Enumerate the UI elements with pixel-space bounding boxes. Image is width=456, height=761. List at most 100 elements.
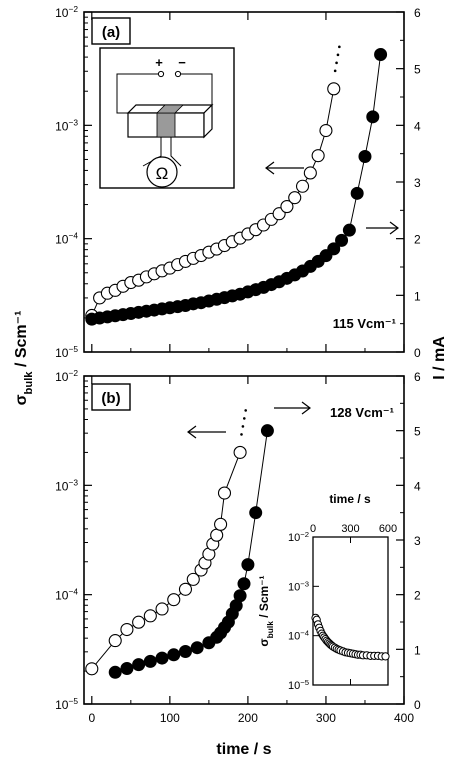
extrapolation-dot bbox=[333, 69, 337, 73]
panel-b-label-box bbox=[91, 383, 131, 411]
sample-electrode-band bbox=[156, 112, 176, 138]
right-tick-label: 2 bbox=[414, 589, 421, 603]
conductivity-point bbox=[108, 634, 122, 648]
right-tick-label: 3 bbox=[414, 534, 421, 548]
right-tick-label: 3 bbox=[414, 176, 421, 190]
right-tick-label: 2 bbox=[414, 233, 421, 247]
sample-electrode-band-top bbox=[156, 104, 184, 114]
ohmmeter-icon bbox=[146, 156, 178, 188]
inset-marks bbox=[311, 613, 390, 661]
current-point bbox=[358, 150, 372, 163]
right-tick-label: 4 bbox=[414, 119, 421, 133]
sample-side-face bbox=[203, 103, 213, 139]
conductivity-point bbox=[280, 200, 294, 214]
left-tick-label: 10−5 bbox=[55, 696, 78, 712]
inset-y-tick-label: 10−4 bbox=[288, 628, 310, 643]
inset-x-tick-label: 600 bbox=[379, 523, 397, 535]
circuit-plus-sign: + bbox=[155, 55, 163, 70]
panel-a-marks bbox=[85, 45, 388, 326]
extrapolation-dot bbox=[335, 61, 338, 65]
left-axis-arrow-icon bbox=[265, 161, 304, 175]
extrapolation-dot bbox=[241, 425, 245, 428]
panel-a-field-label: 115 Vcm⁻¹ bbox=[333, 316, 396, 331]
terminal-plus-icon bbox=[157, 70, 165, 78]
extrapolation-dot bbox=[240, 433, 243, 436]
conductivity-point bbox=[303, 166, 317, 180]
conductivity-point bbox=[319, 123, 333, 138]
x-tick-label: 0 bbox=[88, 711, 95, 725]
conductivity-point bbox=[217, 486, 232, 500]
circuit-diagram: + − Ω bbox=[99, 47, 235, 189]
conductivity-point bbox=[186, 572, 200, 586]
left-axis-arrow-icon bbox=[187, 425, 226, 439]
inset-frame bbox=[312, 536, 389, 686]
wire-left bbox=[116, 73, 158, 114]
right-tick-label: 1 bbox=[414, 643, 421, 657]
x-axis-title: time / s bbox=[216, 741, 271, 758]
extrapolation-dot bbox=[244, 409, 247, 412]
left-tick-label: 10−3 bbox=[55, 477, 78, 493]
inset-y-axis-title: σbulk / Scm⁻¹ bbox=[257, 575, 275, 646]
right-tick-label: 5 bbox=[414, 425, 421, 439]
conductivity-point bbox=[288, 191, 302, 205]
current-point bbox=[366, 110, 380, 124]
left-tick-label: 10−4 bbox=[55, 231, 78, 247]
probe-wire-left bbox=[142, 137, 162, 167]
inset-x-tick-label: 300 bbox=[341, 523, 359, 535]
conductivity-point bbox=[132, 615, 146, 629]
panel-a-label-box bbox=[91, 17, 131, 45]
current-point bbox=[108, 665, 122, 679]
current-point bbox=[327, 242, 341, 256]
inset-ticks: 10−5 10−4 10−3 10−2 0 300 600 bbox=[288, 523, 397, 692]
x-tick-label: 100 bbox=[160, 711, 180, 725]
panel-a-ticks: 10−5 10−4 10−3 10−2 0 1 2 3 4 5 6 bbox=[55, 4, 421, 360]
inset-x-tick-label: 0 bbox=[310, 523, 316, 535]
circuit-minus-sign: − bbox=[178, 55, 186, 70]
current-point bbox=[233, 589, 247, 603]
left-tick-label: 10−2 bbox=[55, 368, 78, 384]
left-tick-label: 10−2 bbox=[55, 4, 78, 20]
inset-x-axis-title: time / s bbox=[329, 492, 371, 506]
right-axis-arrow-icon bbox=[366, 221, 399, 235]
conductivity-point bbox=[143, 609, 157, 623]
conductivity-point bbox=[120, 622, 134, 637]
left-tick-label: 10−4 bbox=[55, 587, 78, 603]
left-tick-label: 10−3 bbox=[55, 117, 78, 133]
terminal-minus-icon bbox=[174, 70, 182, 78]
current-point bbox=[374, 48, 388, 61]
extrapolation-dot bbox=[338, 45, 341, 49]
current-point bbox=[190, 641, 204, 655]
panel-a-label: (a) bbox=[102, 24, 120, 41]
current-point bbox=[143, 654, 157, 668]
current-point bbox=[155, 651, 169, 665]
conductivity-point bbox=[178, 582, 193, 596]
current-point bbox=[249, 506, 263, 520]
right-tick-label: 1 bbox=[414, 289, 421, 303]
right-tick-label: 6 bbox=[414, 6, 421, 20]
right-axis-arrow-icon bbox=[274, 401, 311, 415]
inset-chart: 10−5 10−4 10−3 10−2 0 300 600 time / s σbulk /… bbox=[257, 492, 397, 692]
inset-point bbox=[381, 652, 390, 661]
right-tick-label: 0 bbox=[414, 698, 421, 712]
panel-b-marks bbox=[85, 409, 274, 679]
x-tick-label: 400 bbox=[394, 711, 414, 725]
x-tick-label: 300 bbox=[316, 711, 336, 725]
current-point bbox=[260, 424, 274, 438]
x-tick-label: 200 bbox=[238, 711, 258, 725]
right-tick-label: 0 bbox=[414, 346, 421, 360]
right-y-axis-title: I / mA bbox=[431, 336, 448, 380]
panel-b-field-label: 128 Vcm⁻¹ bbox=[330, 405, 394, 420]
conductivity-point bbox=[214, 517, 228, 531]
left-tick-label: 10−5 bbox=[55, 344, 78, 360]
current-point bbox=[167, 648, 181, 662]
current-point bbox=[335, 233, 349, 247]
left-y-axis-title: σbulk / Scm⁻¹ bbox=[13, 311, 35, 406]
conductivity-point bbox=[295, 179, 310, 193]
extrapolation-dot bbox=[242, 417, 246, 420]
probe-wire-right bbox=[170, 137, 182, 167]
panel-a: 10−5 10−4 10−3 10−2 0 1 2 3 4 5 6 (a) 115 Vcm⁻¹ + … bbox=[55, 4, 421, 360]
current-point bbox=[132, 658, 146, 672]
